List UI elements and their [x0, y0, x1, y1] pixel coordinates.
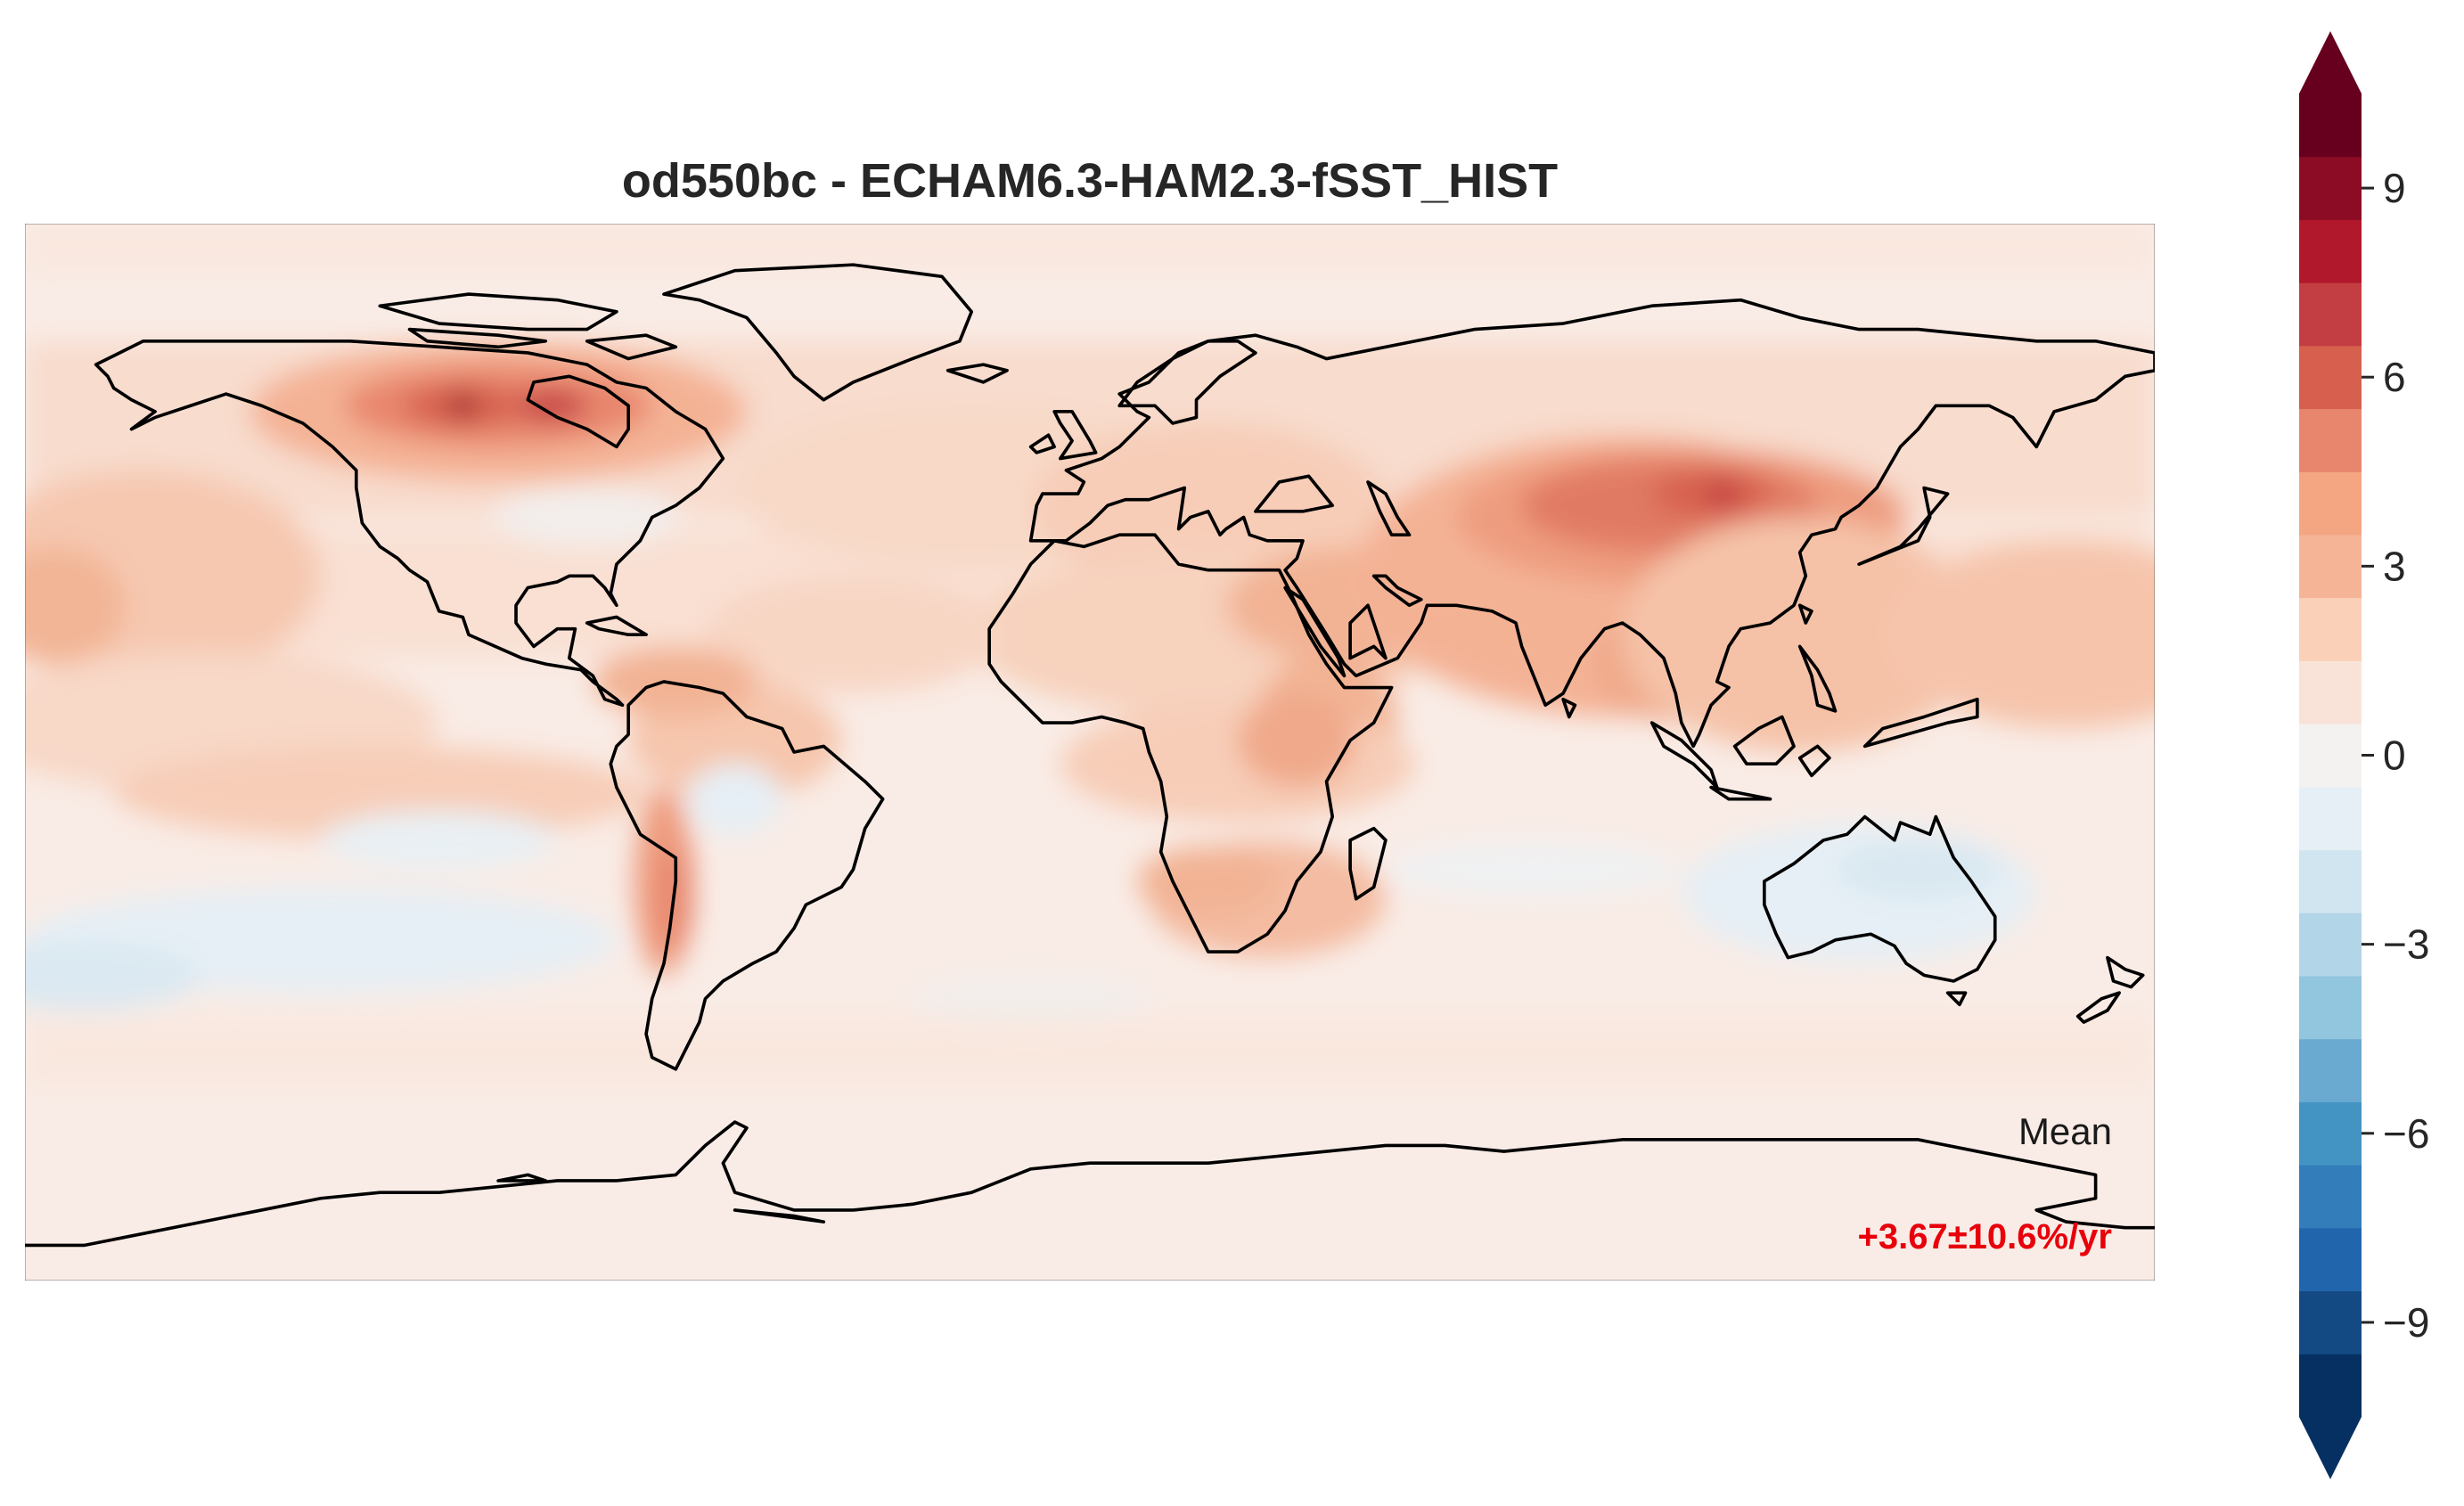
colorbar-tick-label: 6 — [2383, 354, 2406, 400]
coastline-antarctica — [25, 1120, 2155, 1248]
colorbar-tick-label: −6 — [2383, 1110, 2429, 1157]
colorbar-segment — [2299, 219, 2362, 283]
map-title: od550bc - ECHAM6.3-HAM2.3-fSST_HIST — [621, 154, 1559, 208]
colorbar-segment — [2299, 1227, 2362, 1292]
coastline-scandinavia — [1117, 339, 1257, 425]
coastline-australia — [1763, 814, 1997, 983]
coastline-persian-gulf — [1371, 574, 1423, 608]
coastline-philippines — [1797, 644, 1838, 713]
coastline-borneo — [1732, 715, 1796, 765]
coastline-new-zealand — [2075, 955, 2145, 1024]
colorbar-segment — [2299, 849, 2362, 913]
coastline-britain — [1028, 410, 1098, 461]
colorbar-segment — [2299, 1038, 2362, 1102]
coastline-new-guinea — [1862, 697, 1979, 749]
coastline-tasmania — [1945, 991, 1968, 1007]
colorbar-tick-label: 9 — [2383, 165, 2406, 211]
colorbar-segments — [2299, 31, 2362, 1479]
colorbar-segment — [2299, 282, 2362, 347]
trend-field — [25, 224, 2155, 1087]
coastline-sri-lanka — [1561, 697, 1577, 719]
coastline-north-america — [94, 339, 725, 708]
coastlines — [25, 263, 2155, 1248]
colorbar-segment — [2299, 1290, 2362, 1355]
colorbar-ticks: 9 6 3 0 −3 −6 −9 — [2362, 165, 2429, 1346]
colorbar-segment — [2299, 597, 2362, 661]
colorbar-segment — [2299, 345, 2362, 410]
coastline-greenland — [662, 263, 974, 402]
colorbar-segment — [2299, 660, 2362, 724]
colorbar-tick-label: 0 — [2383, 733, 2406, 779]
colorbar-segment — [2299, 535, 2362, 599]
colorbar-segment — [2299, 156, 2362, 220]
colorbar-segment — [2299, 976, 2362, 1040]
coastline-black-sea — [1254, 474, 1335, 513]
coastline-java — [1709, 785, 1772, 801]
coastline-africa — [987, 533, 1394, 954]
colorbar-tick-label: 3 — [2383, 543, 2406, 589]
colorbar-tick-label: −3 — [2383, 921, 2429, 968]
coastline-arctic-islands — [378, 292, 678, 361]
coastline-eurasia — [1028, 298, 2155, 749]
coastline-south-america — [609, 680, 885, 1071]
coastline-taiwan — [1797, 603, 1813, 625]
coastline-madagascar-2 — [1348, 826, 1388, 901]
colorbar-extend-under — [2299, 1417, 2362, 1479]
coastline-red-sea — [1283, 585, 1347, 678]
colorbar-segment — [2299, 471, 2362, 536]
mean-label: Mean — [2018, 1110, 2112, 1152]
coastline-madagascar — [1348, 603, 1388, 660]
coastline-antarctic-islands — [496, 1173, 826, 1224]
coastline-cuba — [585, 615, 648, 637]
coastline-caspian — [1366, 480, 1412, 537]
world-map — [25, 224, 2155, 1281]
colorbar-segment — [2299, 913, 2362, 977]
colorbar-segment — [2299, 94, 2362, 158]
coastline-iceland — [945, 363, 1009, 384]
coastline-japan — [1857, 486, 1950, 566]
colorbar-segment — [2299, 1101, 2362, 1166]
coastline-hudson-bay — [526, 374, 630, 449]
colorbar-segment — [2299, 786, 2362, 851]
colorbar-segment — [2299, 1354, 2362, 1418]
colorbar-extend-over — [2299, 31, 2362, 94]
colorbar-segment — [2299, 408, 2362, 472]
mean-value: +3.67±10.6%/yr — [1857, 1217, 2112, 1256]
colorbar-tick-label: −9 — [2383, 1299, 2429, 1346]
coastline-sulawesi — [1797, 744, 1831, 778]
colorbar-segment — [2299, 724, 2362, 788]
colorbar: 9 6 3 0 −3 −6 −9 — [2299, 31, 2429, 1479]
colorbar-segment — [2299, 1165, 2362, 1229]
